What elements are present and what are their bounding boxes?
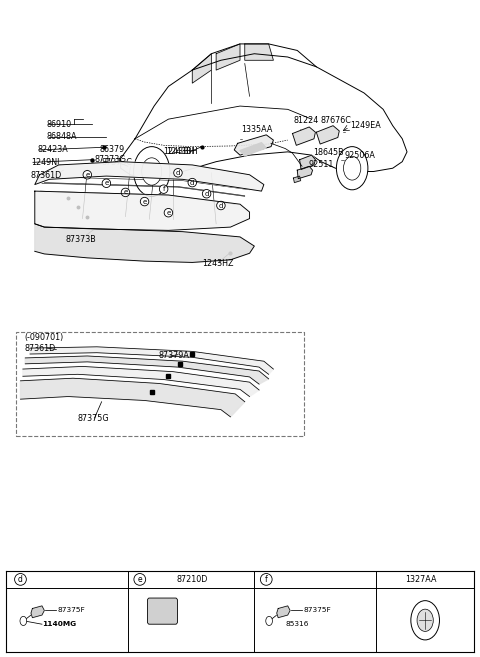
Text: e: e bbox=[123, 189, 128, 195]
Text: 87676C: 87676C bbox=[320, 116, 351, 125]
Text: 1243HZ: 1243HZ bbox=[202, 259, 233, 267]
Circle shape bbox=[344, 156, 361, 180]
Text: 87375G: 87375G bbox=[78, 414, 109, 422]
Circle shape bbox=[411, 600, 440, 640]
Text: 87373B: 87373B bbox=[66, 235, 96, 244]
Polygon shape bbox=[316, 125, 339, 144]
Text: f: f bbox=[162, 186, 165, 192]
Text: 86379: 86379 bbox=[99, 145, 124, 154]
Text: 87373C: 87373C bbox=[95, 155, 125, 164]
Text: e: e bbox=[85, 171, 89, 178]
Circle shape bbox=[417, 609, 433, 631]
Text: 87375F: 87375F bbox=[303, 607, 331, 613]
Polygon shape bbox=[297, 166, 312, 179]
Text: 81224: 81224 bbox=[294, 116, 319, 125]
Polygon shape bbox=[245, 44, 274, 60]
Text: 87210D: 87210D bbox=[177, 575, 208, 584]
Polygon shape bbox=[292, 127, 315, 145]
Polygon shape bbox=[293, 176, 300, 183]
Polygon shape bbox=[35, 224, 254, 262]
Text: 87361D: 87361D bbox=[31, 171, 62, 180]
Polygon shape bbox=[234, 135, 274, 155]
Text: 1140MG: 1140MG bbox=[42, 622, 76, 627]
Text: d: d bbox=[18, 575, 23, 584]
Text: 1335AA: 1335AA bbox=[241, 125, 272, 134]
Text: (-090701): (-090701) bbox=[24, 332, 63, 342]
Polygon shape bbox=[216, 44, 240, 70]
Text: 18645B: 18645B bbox=[313, 148, 344, 157]
Text: 87379A: 87379A bbox=[159, 351, 190, 361]
Circle shape bbox=[142, 158, 162, 185]
Circle shape bbox=[20, 616, 27, 625]
Text: 1249NL: 1249NL bbox=[31, 158, 61, 167]
Polygon shape bbox=[35, 191, 250, 231]
FancyBboxPatch shape bbox=[147, 598, 178, 624]
Text: 87375F: 87375F bbox=[58, 607, 85, 613]
Text: 1327AA: 1327AA bbox=[406, 575, 437, 584]
Text: 87361D: 87361D bbox=[24, 344, 56, 353]
Polygon shape bbox=[21, 378, 245, 417]
Polygon shape bbox=[35, 162, 264, 191]
Text: e: e bbox=[143, 198, 147, 204]
Text: e: e bbox=[137, 575, 142, 584]
Text: 92506A: 92506A bbox=[344, 151, 375, 160]
Polygon shape bbox=[30, 347, 274, 374]
Circle shape bbox=[133, 147, 170, 196]
Text: 87373C: 87373C bbox=[102, 158, 132, 167]
Polygon shape bbox=[240, 143, 266, 156]
Polygon shape bbox=[23, 367, 259, 397]
Polygon shape bbox=[277, 606, 290, 618]
Text: 1243BH: 1243BH bbox=[164, 147, 195, 156]
Polygon shape bbox=[31, 606, 44, 618]
Text: e: e bbox=[166, 210, 170, 215]
Text: d: d bbox=[190, 179, 194, 186]
Text: 82423A: 82423A bbox=[37, 145, 68, 154]
Text: d: d bbox=[219, 202, 223, 208]
Circle shape bbox=[266, 616, 273, 625]
Text: 1243BH: 1243BH bbox=[166, 147, 198, 156]
Text: e: e bbox=[104, 180, 108, 187]
Text: d: d bbox=[176, 170, 180, 176]
Text: 92511: 92511 bbox=[308, 160, 334, 169]
Text: d: d bbox=[204, 191, 209, 196]
Polygon shape bbox=[25, 356, 269, 384]
Circle shape bbox=[336, 147, 368, 190]
Text: 86910: 86910 bbox=[47, 120, 72, 129]
Polygon shape bbox=[192, 54, 211, 83]
Polygon shape bbox=[300, 155, 315, 170]
Text: f: f bbox=[265, 575, 268, 584]
Text: 86848A: 86848A bbox=[47, 132, 77, 141]
Text: 1249EA: 1249EA bbox=[350, 121, 381, 130]
FancyBboxPatch shape bbox=[16, 332, 304, 436]
Text: 85316: 85316 bbox=[285, 622, 309, 627]
